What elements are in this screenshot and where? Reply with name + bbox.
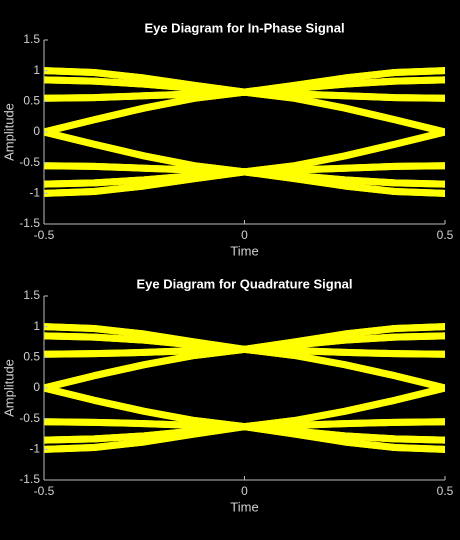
y-tick-label: -1 (29, 186, 40, 200)
x-tick-label: -0.5 (34, 484, 55, 498)
y-tick-label: -1 (29, 442, 40, 456)
y-tick-label: 0.5 (23, 94, 40, 108)
plot-area (44, 40, 445, 224)
eye-trace (44, 332, 445, 392)
y-tick-label: 0 (33, 124, 40, 138)
x-axis-label: Time (230, 499, 258, 514)
x-tick-label: -0.5 (34, 228, 55, 242)
y-tick-label: -0.5 (19, 155, 40, 169)
chart-title: Eye Diagram for In-Phase Signal (144, 20, 344, 35)
y-tick-label: 1 (33, 63, 40, 77)
chart-title: Eye Diagram for Quadrature Signal (136, 276, 352, 291)
y-tick-label: 1 (33, 319, 40, 333)
y-tick-label: -0.5 (19, 411, 40, 425)
x-tick-label: 0.5 (437, 228, 454, 242)
y-tick-label: 1.5 (23, 288, 40, 302)
y-axis-label: Amplitude (1, 103, 16, 161)
eye-trace (44, 76, 445, 136)
x-tick-label: 0 (241, 228, 248, 242)
x-axis-label: Time (230, 243, 258, 258)
x-tick-label: 0.5 (437, 484, 454, 498)
eye-trace (44, 128, 445, 188)
y-tick-label: -1.5 (19, 216, 40, 230)
plot-area (44, 296, 445, 480)
eye-trace (44, 384, 445, 444)
y-tick-label: 0.5 (23, 350, 40, 364)
y-tick-label: -1.5 (19, 472, 40, 486)
y-axis-label: Amplitude (1, 359, 16, 417)
y-tick-label: 1.5 (23, 32, 40, 46)
y-tick-label: 0 (33, 380, 40, 394)
x-tick-label: 0 (241, 484, 248, 498)
